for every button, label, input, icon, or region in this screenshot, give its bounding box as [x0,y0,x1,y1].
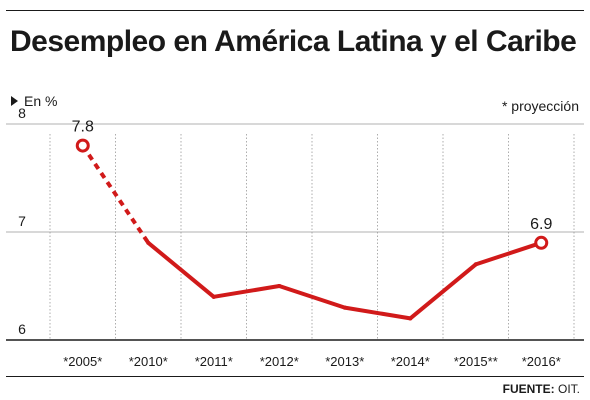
series-segment-dashed [81,144,150,244]
source-value: OIT. [557,382,580,396]
line-layer [81,144,544,321]
data-point [211,294,216,299]
bottom-rule [6,376,584,377]
series-segment [342,305,413,321]
y-tick-label: 7 [18,213,26,229]
unit-label-text: En % [24,93,58,109]
highlighted-point [534,235,549,250]
series-segment [146,240,216,299]
label-layer: 6 7 8 *2005* *2010* *2011* *2012* *2013* *2014* *… [18,105,561,369]
data-label: 7.8 [72,119,94,136]
y-tick-label: 8 [18,105,26,121]
page-title: Desempleo en América Latina y el Caribe [10,25,577,58]
data-point [146,240,151,245]
x-tick-label: *2010* [129,354,168,369]
x-tick-label: *2011* [195,354,233,369]
grid-layer [6,123,584,340]
point-layer [75,138,549,321]
data-label: 6.9 [530,216,552,233]
play-arrow-icon [11,96,18,106]
unit-label: En % [11,92,57,110]
series-segment [277,284,347,310]
series-segment [211,284,282,299]
data-point [277,284,282,288]
source-label: FUENTE: [502,382,555,396]
x-tick-label: *2014* [391,354,430,369]
y-tick-label: 6 [18,321,26,337]
highlighted-point [75,138,90,153]
series-segment [408,262,478,321]
data-point [408,316,413,321]
x-tick-label: *2016* [522,354,561,369]
series-segment [473,240,544,267]
top-rule [6,10,584,11]
x-tick-label: *2013* [325,354,364,369]
data-point [342,305,347,310]
x-tick-label: *2015** [454,354,498,369]
projection-note: * proyección [501,98,579,114]
source-credit: FUENTE: OIT. [503,381,580,397]
x-tick-label: *2005* [63,354,102,369]
data-point [473,262,478,267]
x-tick-label: *2012* [260,354,299,369]
